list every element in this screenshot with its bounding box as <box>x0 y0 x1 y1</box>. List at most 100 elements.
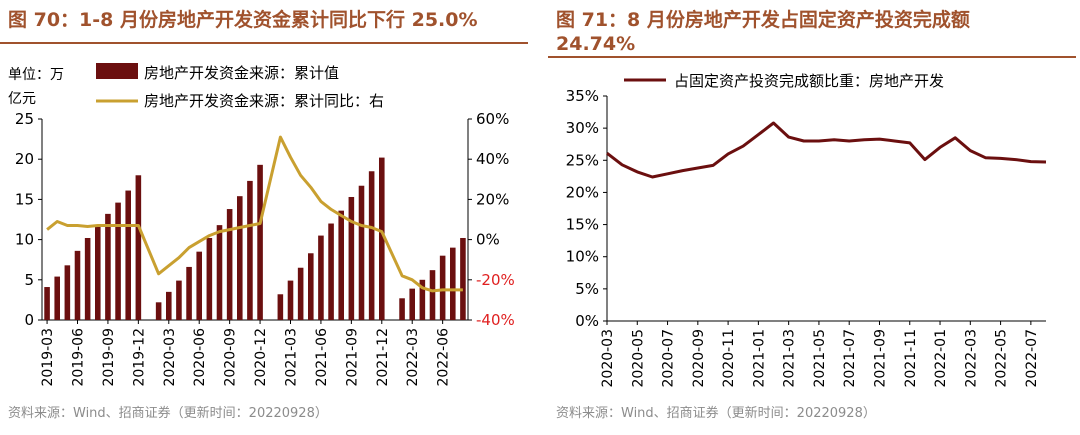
bar <box>44 287 50 320</box>
source-note: 资料来源：Wind、招商证券（更新时间：20220928） <box>8 406 328 421</box>
legend-label-line: 房地产开发资金来源：累计同比：右 <box>144 92 384 110</box>
bar <box>348 196 355 320</box>
bar <box>449 247 456 320</box>
x-tick-label: 2020-03 <box>600 329 616 388</box>
bar <box>105 213 111 320</box>
bar <box>419 279 426 320</box>
bar <box>378 157 385 320</box>
title-underline <box>0 42 528 44</box>
y-tick-label-left: 15 <box>15 190 34 208</box>
y-tick-label: 20% <box>566 183 599 201</box>
bar <box>439 255 446 320</box>
y-tick-label: 30% <box>566 119 599 137</box>
bar <box>460 237 466 320</box>
x-tick-label: 2021-05 <box>812 329 828 388</box>
bar <box>307 253 314 320</box>
y-tick-label-right: 20% <box>476 190 509 208</box>
y-tick-label-left: 5 <box>24 271 34 289</box>
bar <box>358 185 365 320</box>
bar <box>206 237 213 320</box>
bar <box>247 180 253 320</box>
x-tick-label: 2020-11 <box>721 329 737 388</box>
bar <box>165 291 172 320</box>
chart-title-funding: 图 70：1-8 月份房地产开发资金累计同比下行 25.0% <box>8 9 478 31</box>
x-tick-label: 2020-09 <box>223 328 239 387</box>
y-tick-label: 0% <box>575 312 599 330</box>
bar <box>135 175 142 320</box>
x-tick-label: 2021-09 <box>344 328 360 387</box>
x-tick-label: 2021-07 <box>842 329 858 388</box>
y-tick-label-right: 0% <box>476 231 500 249</box>
bar <box>64 265 71 320</box>
x-tick-label: 2019-09 <box>101 328 117 387</box>
x-tick-label: 2021-09 <box>872 329 888 388</box>
y-tick-label-left: 20 <box>15 150 34 168</box>
x-tick-label: 2021-03 <box>284 328 300 387</box>
x-tick-label: 2021-03 <box>782 329 798 388</box>
y-tick-label: 15% <box>566 216 599 234</box>
x-tick-label: 2020-07 <box>661 329 677 388</box>
y-tick-label-right: 60% <box>476 110 509 128</box>
y-tick-label: 10% <box>566 248 599 266</box>
y-tick-label-right: -40% <box>476 311 515 329</box>
bar <box>277 294 284 320</box>
series-line-share <box>606 121 1047 179</box>
y-tick-label-left: 25 <box>15 110 34 128</box>
legend-swatch-bar <box>96 63 138 79</box>
x-tick-label: 2022-01 <box>933 329 949 388</box>
funding-chart: 单位：万 亿元 0 5 10 15 20 25 -40% -20% 0% 20% 40% 60% 201… <box>8 63 515 387</box>
x-tick-label: 2020-06 <box>192 328 208 387</box>
x-tick-label: 2019-12 <box>131 328 147 387</box>
bar <box>196 251 203 320</box>
y-tick-label: 25% <box>566 151 599 169</box>
share-chart: 0% 5% 10% 15% 20% 25% 30% 35% 2020-03 2020-05 2020… <box>566 72 1047 388</box>
bar <box>409 288 416 320</box>
x-tick-label: 2022-05 <box>994 329 1010 388</box>
bar <box>186 266 192 320</box>
x-tick-label: 2022-07 <box>1024 329 1040 388</box>
x-tick-label: 2022-03 <box>963 329 979 388</box>
bar <box>74 250 81 320</box>
y-tick-label: 5% <box>575 280 599 298</box>
legend-label-bar: 房地产开发资金来源：累计值 <box>144 64 339 82</box>
x-tick-label: 2021-01 <box>751 329 767 388</box>
unit-label: 单位：万 <box>8 67 64 83</box>
bar <box>236 196 243 320</box>
chart-title-share-line1: 图 71：8 月份房地产开发占固定资产投资完成额 <box>556 9 970 31</box>
x-tick-label: 2020-12 <box>253 328 269 387</box>
bar <box>297 267 304 320</box>
chart-panel-funding: 图 70：1-8 月份房地产开发资金累计同比下行 25.0% 单位：万 亿元 0… <box>0 9 528 421</box>
bar <box>328 223 334 320</box>
source-note: 资料来源：Wind、招商证券（更新时间：20220928） <box>556 406 876 421</box>
x-tick-label: 2021-12 <box>375 328 391 387</box>
y-tick-label-left: 0 <box>24 311 34 329</box>
x-tick-label: 2021-06 <box>314 328 330 387</box>
y-tick-label-right: -20% <box>476 271 515 289</box>
y-tick-label-right: 40% <box>476 150 509 168</box>
legend-label-line: 占固定资产投资完成额比重：房地产开发 <box>674 72 944 90</box>
x-tick-label: 2020-03 <box>162 328 178 387</box>
y-tick-label: 35% <box>566 87 599 105</box>
bar <box>216 225 223 320</box>
bar <box>399 298 405 320</box>
bar <box>176 280 182 320</box>
bar <box>226 209 233 320</box>
bar <box>125 190 132 320</box>
title-underline <box>548 56 1076 58</box>
bar <box>84 237 91 320</box>
y-tick-label-left: 10 <box>15 231 34 249</box>
bar <box>318 235 324 320</box>
bar <box>155 302 162 320</box>
x-tick-label: 2021-11 <box>903 329 919 388</box>
x-tick-label: 2020-05 <box>630 329 646 388</box>
x-tick-label: 2019-03 <box>40 328 56 387</box>
chart-title-share-line2: 24.74% <box>556 33 636 55</box>
x-tick-label: 2022-06 <box>436 328 452 387</box>
bar <box>287 280 294 320</box>
chart-panel-share: 图 71：8 月份房地产开发占固定资产投资完成额 24.74% 0% 5% 10% 1… <box>548 0 1080 435</box>
bar <box>115 202 121 320</box>
x-tick-label: 2022-03 <box>405 328 421 387</box>
series-line-yoy <box>46 135 463 293</box>
bar <box>94 226 101 320</box>
bar <box>429 270 436 320</box>
